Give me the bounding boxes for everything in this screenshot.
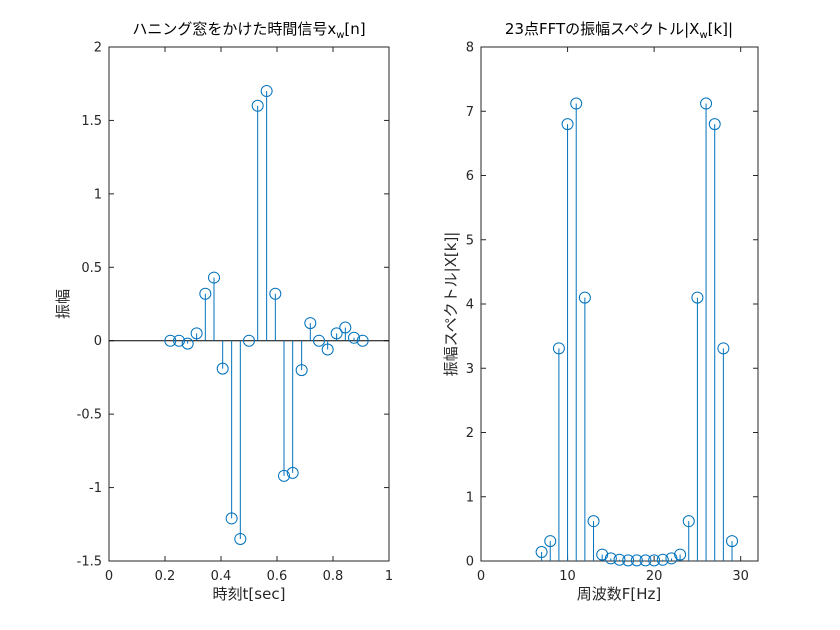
time-signal-title: ハニング窓をかけた時間信号xw[n] [132, 20, 365, 41]
time-xtick-label: 0.8 [323, 569, 344, 584]
time-stem-marker [295, 364, 308, 377]
time-ytick-label: 2 [94, 41, 102, 56]
spectrum-stem-marker [535, 546, 548, 559]
time-signal-xlabel: 時刻t[sec] [213, 585, 286, 603]
spectrum-stem-marker [604, 552, 617, 565]
spectrum-stem-marker [682, 515, 695, 528]
spectrum-stem-marker [717, 342, 730, 355]
time-stem-marker [330, 327, 343, 340]
time-stem-marker [243, 334, 255, 347]
time-ytick-label: 1 [94, 187, 102, 202]
time-stem-marker [356, 334, 369, 347]
spectrum-xtick-label: 10 [559, 569, 576, 584]
spectrum-ytick-label: 4 [466, 298, 474, 313]
time-ytick-label: -0.5 [77, 408, 102, 423]
spectrum-stem-marker [639, 554, 652, 567]
spectrum-ytick-label: 0 [466, 555, 474, 570]
spectrum-ytick-label: 8 [466, 41, 474, 56]
time-stem-marker [216, 362, 229, 375]
spectrum-stem-marker [656, 553, 669, 566]
time-stem-marker [164, 334, 177, 347]
spectrum-stem-marker [726, 535, 739, 548]
time-stem-marker [208, 271, 220, 284]
spectrum-stem-marker [674, 548, 687, 561]
spectrum-xtick-label: 30 [732, 569, 749, 584]
spectrum-stem-marker [544, 535, 557, 548]
spectrum-stem-marker [596, 548, 609, 561]
time-stem-marker [286, 466, 299, 479]
spectrum-stem-marker [578, 291, 591, 304]
time-ytick-label: 0 [94, 334, 102, 349]
time-stem-marker [173, 334, 185, 347]
time-stem-marker [321, 343, 334, 356]
spectrum-axes: 23点FFTの振幅スペクトル|Xw[k]| 周波数F[Hz] 振幅スペクトル|X… [442, 20, 759, 603]
time-xtick-label: 1 [385, 569, 393, 584]
time-ytick-label: -1.5 [77, 555, 102, 570]
spectrum-stem-marker [708, 118, 721, 131]
time-stem-marker [348, 331, 360, 344]
time-stem-marker [260, 85, 273, 98]
spectrum-title: 23点FFTの振幅スペクトル|Xw[k]| [505, 20, 733, 41]
time-xtick-label: 0.6 [267, 569, 288, 584]
time-stem-marker [181, 337, 194, 350]
spectrum-stem-marker [561, 118, 574, 131]
spectrum-axes-frame [480, 46, 759, 562]
spectrum-ytick-label: 6 [466, 169, 474, 184]
time-stem-marker [251, 99, 264, 112]
spectrum-xtick-label: 20 [646, 569, 663, 584]
time-xtick-label: 0.2 [155, 569, 176, 584]
spectrum-stem-marker [570, 97, 583, 110]
time-stem-marker [225, 512, 238, 525]
spectrum-stem-marker [622, 554, 635, 567]
spectrum-ylabel: 振幅スペクトル|X[k]| [442, 232, 460, 377]
spectrum-stem-marker [691, 291, 704, 304]
spectrum-stem-marker [552, 342, 565, 355]
spectrum-stem-marker [587, 515, 600, 528]
time-ytick-label: 1.5 [81, 114, 102, 129]
spectrum-stem-marker [648, 554, 661, 567]
time-stem-marker [190, 327, 203, 340]
time-stem-marker [304, 317, 317, 330]
spectrum-ytick-label: 1 [466, 490, 474, 505]
time-signal-ylabel: 振幅 [54, 289, 72, 319]
spectrum-stem-marker [630, 554, 643, 567]
time-xtick-label: 0.4 [211, 569, 232, 584]
time-signal-axes: ハニング窓をかけた時間信号xw[n] 時刻t[sec] 振幅 0 0.2 0.4 0.… [54, 20, 393, 603]
spectrum-ytick-label: 2 [466, 426, 474, 441]
time-stem-marker [234, 532, 247, 545]
time-stem-marker [269, 287, 282, 300]
time-stem-marker [313, 334, 325, 347]
spectrum-ytick-label: 5 [466, 233, 474, 248]
spectrum-stem-marker [700, 97, 713, 110]
spectrum-xlabel: 周波数F[Hz] [577, 585, 662, 603]
time-xtick-label: 0 [105, 569, 113, 584]
time-stem-marker [339, 321, 352, 334]
time-stem-marker [199, 287, 212, 300]
time-stem-marker [278, 469, 290, 482]
time-ytick-label: 0.5 [81, 261, 102, 276]
spectrum-stem-marker [613, 553, 626, 566]
time-ytick-label: -1 [89, 481, 102, 496]
time-axes-frame [108, 46, 390, 562]
spectrum-ytick-label: 7 [466, 105, 474, 120]
spectrum-ytick-label: 3 [466, 362, 474, 377]
spectrum-xtick-label: 0 [477, 569, 485, 584]
spectrum-stem-marker [665, 552, 678, 565]
